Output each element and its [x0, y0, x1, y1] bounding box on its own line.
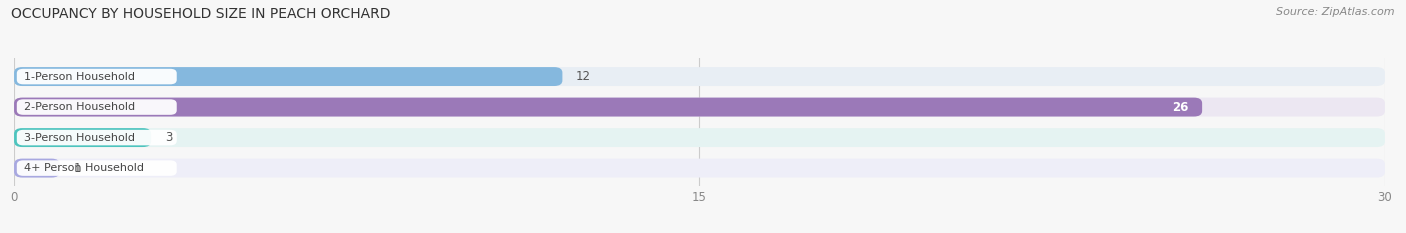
- FancyBboxPatch shape: [14, 159, 60, 178]
- Text: 1: 1: [73, 162, 82, 175]
- Text: 26: 26: [1173, 101, 1188, 113]
- Text: 1-Person Household: 1-Person Household: [24, 72, 135, 82]
- FancyBboxPatch shape: [17, 130, 177, 145]
- FancyBboxPatch shape: [17, 99, 177, 115]
- FancyBboxPatch shape: [14, 98, 1202, 116]
- Text: OCCUPANCY BY HOUSEHOLD SIZE IN PEACH ORCHARD: OCCUPANCY BY HOUSEHOLD SIZE IN PEACH ORC…: [11, 7, 391, 21]
- FancyBboxPatch shape: [14, 67, 1385, 86]
- Text: 12: 12: [576, 70, 591, 83]
- FancyBboxPatch shape: [17, 69, 177, 84]
- FancyBboxPatch shape: [14, 159, 1385, 178]
- FancyBboxPatch shape: [14, 128, 152, 147]
- FancyBboxPatch shape: [14, 98, 1385, 116]
- Text: 3: 3: [165, 131, 172, 144]
- Text: Source: ZipAtlas.com: Source: ZipAtlas.com: [1277, 7, 1395, 17]
- FancyBboxPatch shape: [14, 67, 562, 86]
- Text: 3-Person Household: 3-Person Household: [24, 133, 135, 143]
- FancyBboxPatch shape: [14, 128, 1385, 147]
- FancyBboxPatch shape: [17, 160, 177, 176]
- Text: 4+ Person Household: 4+ Person Household: [24, 163, 143, 173]
- Text: 2-Person Household: 2-Person Household: [24, 102, 135, 112]
